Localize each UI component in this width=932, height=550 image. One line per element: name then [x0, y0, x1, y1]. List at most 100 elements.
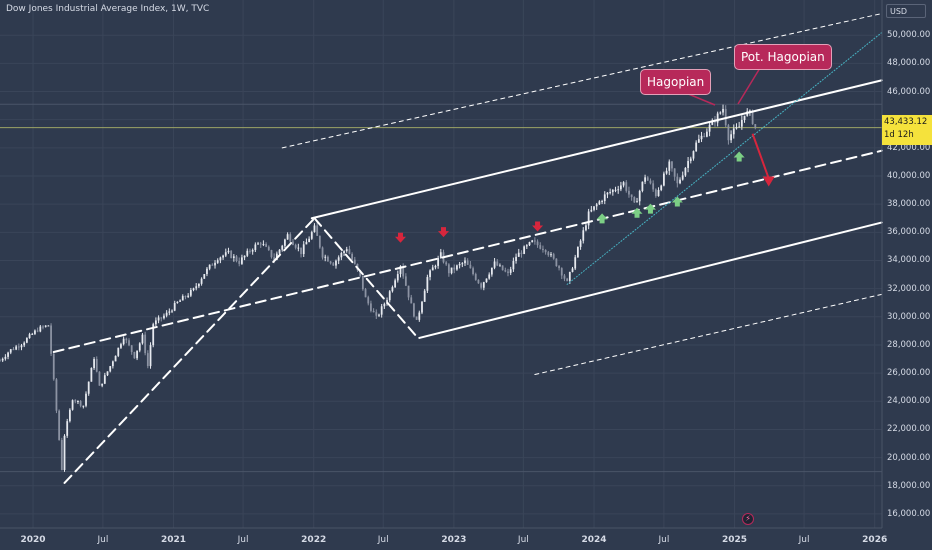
candle-body [407, 285, 410, 298]
candle-body [582, 230, 585, 241]
candle-body [380, 306, 383, 315]
candle [700, 131, 703, 143]
candle-body [641, 181, 644, 191]
candle [695, 140, 698, 152]
candle-body [552, 254, 555, 259]
candle [426, 274, 429, 293]
candle [603, 191, 606, 205]
candle [238, 257, 241, 267]
candle [644, 174, 646, 185]
y-tick-label: 48,000.00 [887, 58, 931, 69]
candle [636, 197, 638, 203]
candle [668, 159, 671, 176]
candle [386, 297, 388, 306]
candle-body [257, 243, 259, 245]
candle-body [246, 250, 249, 256]
candle-body [353, 259, 356, 264]
candle-body [630, 194, 633, 198]
candle [163, 313, 165, 320]
candle [0, 358, 1, 362]
candle-body [375, 312, 378, 316]
currency-selector[interactable]: USD [886, 4, 926, 18]
candle [251, 248, 254, 255]
candle-body [619, 185, 622, 190]
candle-body [321, 247, 324, 258]
candle-body [657, 189, 660, 197]
candle [402, 263, 405, 279]
candle-body [63, 435, 66, 470]
candle-body [512, 260, 515, 270]
candle [472, 266, 474, 276]
candle-body [300, 247, 302, 255]
candle [103, 372, 106, 385]
projection-arrow-shaft [751, 133, 770, 179]
candle-body [464, 260, 466, 264]
candle-body [7, 352, 9, 357]
candle [391, 285, 394, 293]
candle [58, 409, 61, 441]
candle [662, 171, 665, 187]
candle [724, 105, 727, 127]
candle-body [101, 383, 104, 386]
candle [351, 252, 354, 261]
candle [203, 273, 206, 279]
candle [579, 239, 582, 250]
candle-body [730, 134, 732, 141]
candle-body [254, 244, 257, 250]
x-tick-label: 2024 [581, 535, 607, 545]
candle-body [192, 288, 195, 291]
candle [4, 354, 7, 361]
candle-body [168, 311, 171, 313]
candle-body [163, 315, 165, 319]
callout-pot-hagopian[interactable]: Pot. Hagopian [734, 44, 832, 70]
candle [20, 343, 23, 351]
trendline-outer-lower [534, 293, 883, 376]
lightning-icon[interactable]: ⚡ [742, 513, 754, 525]
candle [469, 261, 472, 269]
trendline-middle-channel [52, 149, 883, 353]
candle [466, 258, 469, 265]
candle [219, 256, 222, 264]
candle-body [42, 326, 44, 328]
candle-body [555, 258, 558, 267]
candle-body [343, 251, 345, 254]
candle [555, 258, 558, 267]
candle [681, 171, 684, 181]
candle [47, 325, 50, 327]
candle-body [98, 371, 101, 386]
candle-body [576, 246, 579, 258]
candle-body [649, 180, 652, 184]
candle [458, 261, 461, 269]
candle [563, 273, 566, 282]
candle-body [87, 381, 90, 394]
candle [7, 351, 9, 360]
candle-body [469, 264, 472, 269]
candle [388, 290, 391, 303]
y-tick-label: 22,000.00 [887, 424, 931, 435]
candle-body [93, 359, 95, 369]
chart-grid [0, 0, 882, 528]
y-tick-label: 42,000.00 [887, 142, 931, 153]
candle-body [181, 296, 184, 301]
candle-body [130, 345, 133, 352]
callout-hagopian[interactable]: Hagopian [640, 69, 712, 95]
candle [31, 332, 34, 335]
candle [477, 279, 480, 284]
x-tick-label: Jul [798, 535, 810, 545]
candle-body [187, 295, 190, 297]
candle-body [423, 290, 426, 302]
candle [130, 345, 133, 355]
candle-body [249, 250, 251, 252]
candle-body [284, 239, 286, 246]
candle [136, 350, 138, 361]
candle-body [294, 244, 297, 248]
candle-body [292, 241, 294, 245]
candle [490, 267, 493, 277]
candle-body [579, 240, 582, 247]
candle-body [547, 252, 550, 256]
candle-body [23, 342, 26, 346]
candle-body [480, 283, 483, 288]
candle-body [133, 351, 136, 359]
x-tick-label: 2025 [722, 535, 748, 545]
